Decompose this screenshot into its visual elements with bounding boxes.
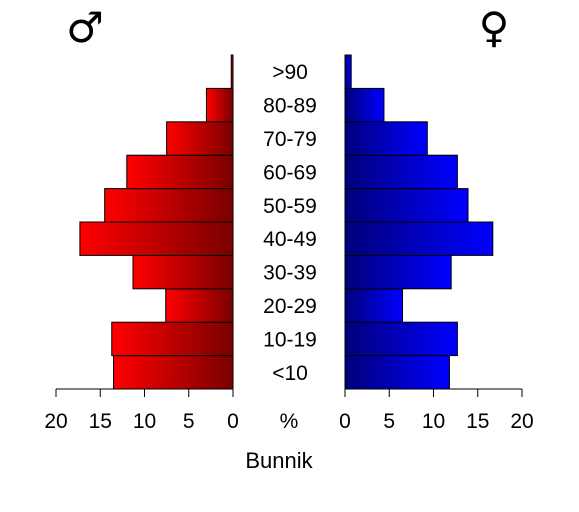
- male-bar-2: [165, 288, 234, 323]
- male-bar-9: [230, 54, 234, 89]
- age-group-label-6: 60-69: [263, 161, 317, 184]
- right-tick-label-3: 15: [466, 410, 489, 433]
- female-bars: [344, 54, 494, 390]
- age-group-label-0: <10: [272, 362, 308, 385]
- male-bar-5: [104, 188, 234, 223]
- female-bar-9: [344, 54, 352, 89]
- left-tick-label-4: 0: [227, 410, 239, 433]
- age-group-label-4: 40-49: [263, 228, 317, 251]
- right-tick-label-4: 20: [510, 410, 533, 433]
- male-bar-1: [111, 321, 234, 357]
- female-bar-6: [344, 154, 458, 190]
- female-bar-4: [344, 221, 494, 256]
- left-tick-label-3: 5: [183, 410, 195, 433]
- age-group-label-5: 50-59: [263, 195, 317, 218]
- female-symbol: ♀: [479, 3, 510, 52]
- age-group-labels: <10 10-19 20-29 30-39 40-49 50-59 60-69 70-79 80…: [263, 61, 317, 385]
- male-bar-0: [113, 355, 234, 390]
- right-tick-label-1: 5: [383, 410, 395, 433]
- female-bar-0: [344, 355, 450, 390]
- percent-unit-label: %: [280, 410, 299, 433]
- age-group-label-2: 20-29: [263, 295, 317, 318]
- male-bar-7: [166, 121, 234, 156]
- female-bar-8: [344, 87, 385, 123]
- female-bar-1: [344, 321, 458, 357]
- male-bar-4: [79, 221, 234, 256]
- female-bar-7: [344, 121, 428, 156]
- left-tick-label-0: 20: [44, 410, 67, 433]
- male-bar-3: [132, 254, 234, 290]
- left-tick-label-2: 10: [133, 410, 156, 433]
- male-bar-8: [205, 87, 234, 123]
- age-group-label-1: 10-19: [263, 328, 317, 351]
- x-tick-labels: 20 15 10 5 0% 0 5 10 15 20: [44, 410, 533, 433]
- age-group-label-3: 30-39: [263, 262, 317, 285]
- female-bar-5: [344, 188, 469, 223]
- age-group-label-9: >90: [272, 61, 308, 84]
- right-tick-label-2: 10: [422, 410, 445, 433]
- age-group-label-8: 80-89: [263, 95, 317, 118]
- x-axes: [55, 388, 523, 397]
- female-bar-3: [344, 254, 452, 290]
- right-tick-label-0: 0: [339, 410, 351, 433]
- male-bar-6: [126, 154, 234, 190]
- left-tick-label-1: 15: [89, 410, 112, 433]
- female-bar-2: [344, 288, 404, 323]
- x-axis-label: Bunnik: [245, 448, 313, 473]
- male-symbol: ♂: [66, 3, 104, 52]
- male-bars: [79, 54, 234, 390]
- age-group-label-7: 70-79: [263, 128, 317, 151]
